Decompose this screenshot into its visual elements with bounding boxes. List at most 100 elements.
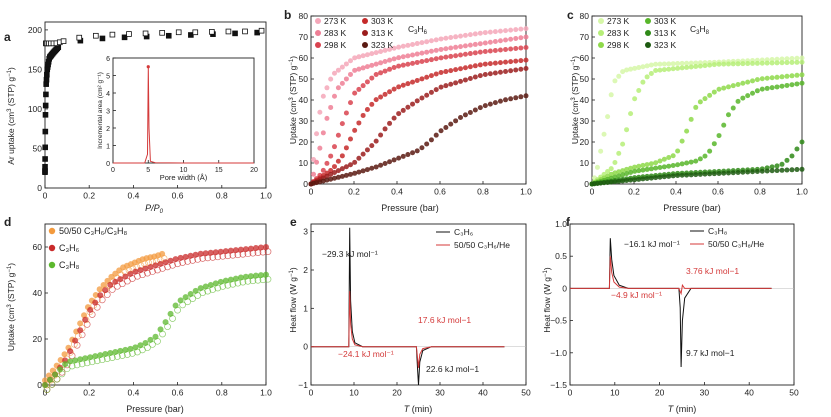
panel-c-marker-273K [598, 148, 604, 154]
panel-c-marker-303K [675, 162, 681, 168]
panel-d-marker-open-1 [219, 252, 227, 260]
panel-c-marker-273K [632, 65, 638, 71]
panel-c-marker-298K [693, 104, 699, 110]
panel-c-letter: c [567, 8, 574, 22]
panel-b-xtick-label: 0.6 [434, 187, 446, 197]
panel-b-marker-303K [405, 81, 411, 87]
panel-c-marker-273K [616, 73, 622, 79]
panel-f-ytick-label: −1.0 [550, 348, 567, 358]
panel-b-marker-313K [472, 74, 478, 80]
panel-e-annotation: −24.1 kJ mol⁻¹ [338, 349, 394, 359]
panel-c-marker-283K [657, 67, 663, 73]
panel-d-marker-open-1 [144, 269, 151, 277]
panel-c-marker-283K [711, 62, 717, 68]
panel-d-marker-open-2 [204, 287, 212, 295]
panel-b-marker-323K [482, 103, 488, 109]
panel-c-marker-283K [735, 61, 741, 67]
panel-c-marker-323K [774, 168, 780, 174]
panel-b-marker-283K [492, 38, 498, 44]
panel-c-marker-273K [605, 114, 611, 120]
panel-c-marker-303K [628, 169, 634, 175]
panel-d-marker-open-2 [83, 359, 91, 367]
panel-e-ytick-label: −1 [298, 380, 308, 390]
panel-a-inset-ytick-label: 3 [106, 109, 110, 116]
panel-a-marker-desorption [225, 28, 232, 35]
panel-b-marker-313K [424, 92, 430, 98]
panel-b-marker-283K [433, 47, 439, 53]
panel-c-marker-283K [684, 64, 690, 70]
panel-b-marker-298K [518, 45, 524, 51]
panel-b-marker-283K [364, 64, 370, 70]
panel-c-axes: 0 0.2 0.4 0.6 0.8 1.0 0 10 20 30 40 50 60 70 80 273 K 28… [580, 11, 809, 197]
panel-b-marker-283K [331, 93, 337, 99]
panel-b-marker-303K [352, 127, 358, 133]
panel-c-marker-323K [799, 166, 805, 172]
panel-a-marker-adsorption [42, 144, 48, 151]
panel-b-marker-323K [497, 98, 503, 104]
panel-c-marker-303K [759, 86, 765, 92]
panel-b-ytick-label: 0 [303, 179, 308, 189]
panel-f-xtick-label: 10 [610, 388, 620, 398]
panel-c-marker-298K [666, 155, 672, 161]
panel-c-legend-swatch [645, 42, 651, 48]
panel-c-marker-313K [779, 161, 785, 167]
panel-b-marker-283K [343, 76, 349, 82]
panel-c-ylabel: Uptake (cm3 (STP) g−1) [570, 56, 580, 144]
panel-b-marker-313K [433, 87, 439, 93]
panel-c-marker-303K [764, 85, 770, 91]
panel-c-marker-283K [769, 60, 775, 66]
panel-c-legend-label: 298 K [607, 40, 630, 50]
panel-c-marker-303K [666, 163, 672, 169]
panel-b-marker-298K [364, 79, 370, 85]
panel-b-marker-313K [331, 170, 337, 176]
panel-b-marker-323K [373, 164, 379, 170]
panel-a-marker-desorption [258, 27, 265, 34]
panel-c-marker-283K [759, 60, 765, 66]
panel-b-marker-303K [513, 58, 519, 64]
panel-b-marker-313K [373, 138, 379, 144]
panel-c-marker-273K [620, 69, 626, 75]
panel-c-marker-298K [769, 75, 775, 81]
panel-b-marker-298K [378, 70, 384, 76]
panel-b-marker-283K [487, 39, 493, 45]
panel-b-marker-313K [378, 132, 384, 138]
panel-c-marker-303K [648, 166, 654, 172]
panel-a-marker-adsorption [42, 112, 49, 118]
panel-b-marker-303K [428, 73, 434, 79]
panel-c-marker-273K [675, 61, 681, 67]
panel-c-marker-323K [679, 172, 685, 178]
panel-b-marker-323K [391, 157, 397, 163]
panel-c-marker-323K [711, 171, 717, 177]
panel-b-marker-273K [482, 30, 488, 36]
panel-c-marker-323K [688, 172, 694, 178]
panel-b-marker-303K [497, 60, 503, 66]
panel-c-marker-273K [640, 64, 646, 70]
panel-d-marker-open-2 [93, 357, 101, 365]
panel-c-ytick-label: 40 [580, 95, 590, 105]
panel-e-xlabel: T (min) [404, 404, 433, 414]
panel-a-marker-adsorption [43, 76, 50, 83]
panel-b-marker-313K [410, 101, 416, 107]
panel-f-ytick-label: 0.5 [555, 251, 567, 261]
panel-b-marker-303K [482, 61, 488, 67]
panel-c-xtick-label: 0.8 [754, 187, 766, 197]
panel-c-marker-298K [774, 74, 780, 80]
panel-c-marker-303K [707, 148, 713, 154]
panel-c-marker-298K [750, 78, 756, 84]
panel-d-marker-open-1 [264, 248, 272, 255]
panel-d-marker-open-1 [159, 265, 166, 272]
panel-e-xtick-label: 50 [521, 388, 531, 398]
panel-d-marker-open-2 [259, 276, 267, 284]
panel-b-ytick-label: 70 [299, 32, 309, 42]
panel-e-xtick-label: 10 [349, 388, 359, 398]
panel-c-marker-323K [779, 167, 785, 173]
panel-a-xtick-label: 0.2 [83, 191, 95, 201]
panel-b-marker-303K [414, 77, 420, 83]
panel-b-marker-323K [523, 93, 529, 99]
panel-b-marker-298K [352, 90, 358, 96]
panel-b-marker-273K [352, 55, 358, 61]
panel-c-marker-303K [716, 133, 722, 139]
panel-c-marker-323K [648, 175, 654, 181]
panel-a-inset-xtick-label: 0 [111, 167, 115, 174]
